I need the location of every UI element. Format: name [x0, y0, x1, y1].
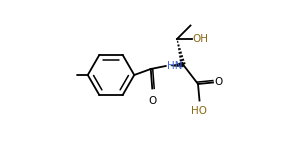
Polygon shape — [180, 59, 184, 61]
Text: O: O — [214, 77, 223, 87]
Polygon shape — [180, 62, 185, 65]
Polygon shape — [178, 48, 181, 50]
Polygon shape — [178, 44, 179, 46]
Polygon shape — [171, 62, 183, 67]
Polygon shape — [179, 55, 183, 58]
Polygon shape — [178, 52, 182, 54]
Text: HO: HO — [191, 106, 207, 117]
Text: HN: HN — [167, 61, 182, 71]
Text: O: O — [148, 96, 156, 106]
Text: OH: OH — [193, 34, 209, 44]
Polygon shape — [177, 41, 178, 43]
